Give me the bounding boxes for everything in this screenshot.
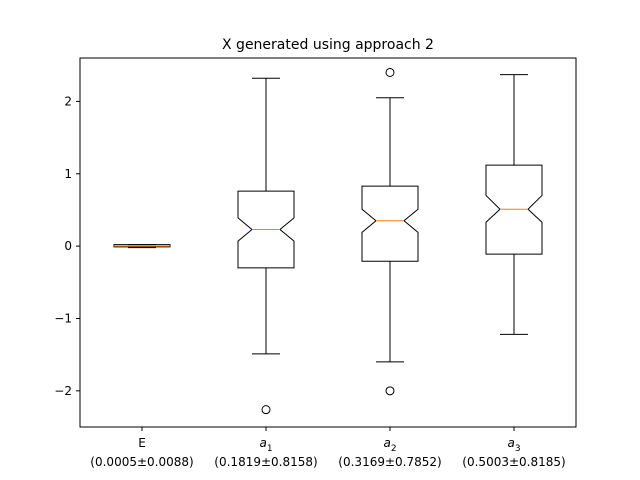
y-tick-label: −2 — [54, 384, 72, 398]
box-body — [361, 185, 419, 262]
x-tick-stat-label: (0.5003±0.8185) — [462, 455, 565, 469]
box-body — [237, 190, 295, 269]
x-tick-label: E — [138, 436, 146, 450]
chart-title: X generated using approach 2 — [222, 37, 434, 53]
x-tick-label-subscript: 2 — [391, 444, 397, 454]
y-tick-label: 1 — [64, 167, 72, 181]
y-tick-label: 0 — [64, 239, 72, 253]
x-tick-label-subscript: 3 — [515, 444, 521, 454]
x-tick-labels: E (0.0005±0.0088) a1(0.1819±0.8158) a2(0.31… — [90, 427, 566, 469]
flier-point — [261, 405, 271, 415]
box-2 — [361, 67, 419, 396]
box-0 — [113, 244, 171, 249]
flier-point — [385, 386, 395, 396]
box-3 — [485, 74, 543, 335]
x-tick-label: a1 — [259, 436, 272, 454]
box-body — [485, 164, 543, 255]
y-tick-label: −1 — [54, 311, 72, 325]
box-body — [113, 244, 171, 248]
plot-frame — [79, 57, 577, 428]
y-tick-label: 2 — [64, 94, 72, 108]
boxes-layer — [113, 67, 543, 415]
x-tick-stat-label: (0.3169±0.7852) — [338, 455, 441, 469]
x-tick-label: a3 — [507, 436, 520, 454]
axes-layer: −2 −1 0 1 2 — [54, 57, 577, 428]
x-tick-label: a2 — [383, 436, 396, 454]
x-tick-stat-label: (0.0005±0.0088) — [90, 455, 193, 469]
x-tick-label-subscript: 1 — [267, 444, 273, 454]
x-tick-stat-label: (0.1819±0.8158) — [214, 455, 317, 469]
box-1 — [237, 77, 295, 415]
flier-point — [385, 67, 395, 77]
